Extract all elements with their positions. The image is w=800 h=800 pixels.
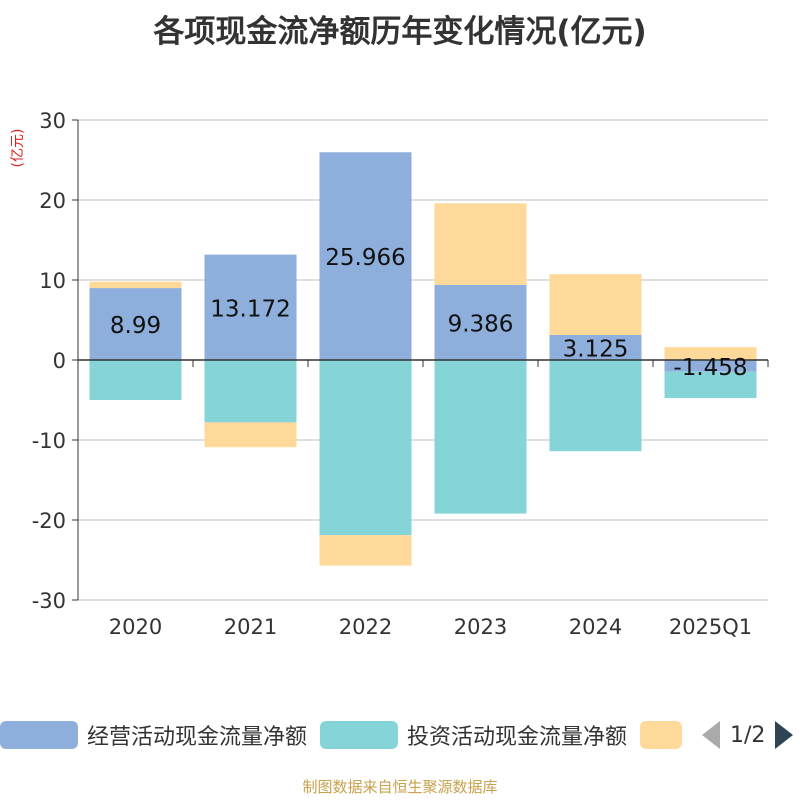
legend-label-operating: 经营活动现金流量净额 [87, 725, 308, 750]
y-tick-label: 30 [39, 109, 66, 133]
chart-title: 各项现金流净额历年变化情况(亿元) [153, 14, 647, 50]
bar-s2-2025Q1 [664, 347, 757, 360]
data-label: 8.99 [110, 313, 161, 339]
legend-swatch-investing [320, 721, 398, 749]
data-label: -1.458 [673, 355, 747, 381]
bar-s0-2025Q1 [664, 360, 757, 372]
x-tick-label: 2023 [454, 615, 507, 639]
data-label: 25.966 [325, 245, 405, 271]
legend-swatch-operating [0, 721, 78, 749]
x-tick-label: 2020 [109, 615, 162, 639]
bar-s2-2020 [89, 281, 182, 289]
y-tick-label: 20 [39, 189, 66, 213]
data-source-note: 制图数据来自恒生聚源数据库 [302, 778, 498, 796]
y-tick-label: 0 [53, 349, 66, 373]
legend-next-icon[interactable] [775, 721, 794, 749]
y-tick-label: -30 [32, 589, 66, 613]
bar-s0-2020 [89, 288, 182, 360]
x-tick-label: 2024 [569, 615, 622, 639]
bar-s1-2021 [204, 360, 297, 423]
bar-s0-2022 [319, 152, 412, 360]
x-tick-label: 2025Q1 [669, 615, 752, 639]
y-tick-label: -10 [32, 429, 66, 453]
legend-item-investing[interactable]: 投资活动现金流量净额 [320, 716, 627, 754]
y-tick-label: -20 [32, 509, 66, 533]
legend: 经营活动现金流量净额 投资活动现金流量净额 1/2 [0, 716, 800, 754]
stacked-bar-chart: 30 20 10 0 -10 -20 -30 2020 2021 2022 2023 2024 2025… [10, 109, 769, 639]
legend-page-indicator: 1/2 [730, 722, 766, 748]
bar-s1-2023 [434, 360, 527, 514]
bar-s2-2022 [319, 535, 412, 566]
x-tick-label: 2021 [224, 615, 277, 639]
bar-s1-2022 [319, 360, 412, 536]
legend-item-financing[interactable] [640, 716, 682, 754]
bar-s0-2021 [204, 254, 297, 360]
bar-s0-2023 [434, 284, 527, 360]
bar-s2-2021 [204, 422, 297, 448]
bar-s1-2025Q1 [664, 371, 757, 399]
bar-s0-2024 [549, 335, 642, 360]
y-tick-label: 10 [39, 269, 66, 293]
data-label: 9.386 [448, 311, 514, 337]
data-label: 13.172 [210, 296, 290, 322]
y-axis-label: (亿元) [10, 129, 26, 168]
legend-label-investing: 投资活动现金流量净额 [407, 725, 628, 750]
legend-item-operating[interactable]: 经营活动现金流量净额 [0, 716, 307, 754]
data-label: 3.125 [563, 337, 629, 363]
legend-prev-icon[interactable] [702, 721, 720, 749]
bar-s1-2020 [89, 360, 182, 400]
legend-swatch-financing [640, 721, 682, 749]
x-tick-label: 2022 [339, 615, 392, 639]
bar-s2-2023 [434, 203, 527, 285]
bar-s2-2024 [549, 274, 642, 335]
legend-pager: 1/2 [702, 716, 794, 754]
bar-s1-2024 [549, 360, 642, 452]
